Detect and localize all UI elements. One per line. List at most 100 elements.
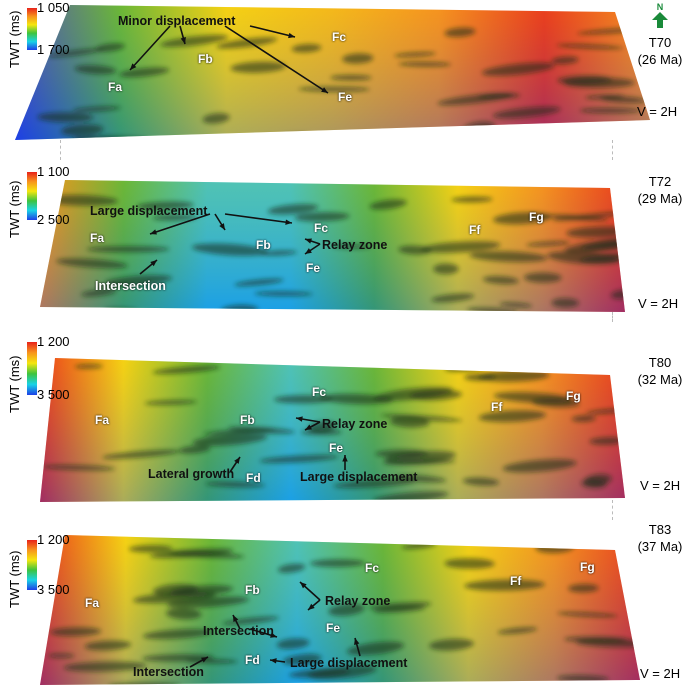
fault-trace — [568, 583, 599, 593]
fault-label: Fd — [245, 653, 260, 667]
fault-trace — [477, 93, 521, 99]
fault-trace — [260, 250, 298, 256]
annotation-arrow — [129, 25, 171, 71]
fault-label: Fe — [329, 441, 344, 455]
fault-trace — [61, 124, 104, 136]
fault-trace — [230, 61, 286, 73]
fault-trace — [368, 602, 432, 610]
fault-trace — [556, 44, 624, 50]
fault-trace — [250, 133, 311, 140]
guide-line — [612, 500, 613, 520]
fault-trace — [451, 196, 493, 203]
fault-trace — [373, 606, 426, 613]
fault-trace — [50, 627, 102, 637]
fault-trace — [380, 414, 463, 422]
fault-trace — [152, 214, 197, 221]
annotation-label: Relay zone — [325, 594, 391, 608]
fault-trace — [492, 106, 561, 119]
annotation-arrow — [224, 25, 329, 94]
fault-trace — [119, 67, 170, 78]
arrowhead — [234, 457, 240, 464]
colorbar — [27, 342, 37, 395]
arrowhead — [270, 658, 277, 664]
arrowhead — [305, 238, 312, 244]
surface-depth-shade — [15, 5, 650, 140]
horizon-label: T70 — [648, 35, 672, 50]
axis-label: TWT (ms) — [7, 10, 22, 68]
guide-line — [60, 140, 61, 160]
fault-label: Fg — [566, 389, 581, 403]
fault-trace — [291, 44, 322, 53]
guide-line — [612, 140, 613, 160]
fault-trace — [551, 298, 579, 308]
annotation-label: Intersection — [133, 665, 204, 679]
annotation-label: Lateral growth — [148, 467, 235, 481]
fault-trace — [192, 433, 268, 446]
annotation-label: Intersection — [203, 624, 274, 638]
fault-trace — [339, 134, 404, 140]
fault-trace — [202, 113, 230, 124]
fault-label: Fe — [326, 621, 341, 635]
fault-trace — [102, 449, 180, 459]
fault-trace — [431, 293, 475, 303]
fault-trace — [398, 61, 452, 67]
horizon-label: T83 — [648, 522, 672, 537]
colorbar-bottom-label: 3 500 — [37, 582, 70, 597]
fault-label: Fc — [314, 221, 329, 235]
fault-trace — [462, 477, 500, 486]
annotation-arrow — [224, 213, 293, 224]
fault-trace — [216, 37, 278, 49]
fault-trace — [482, 276, 519, 285]
fault-trace — [429, 638, 474, 651]
fault-trace — [547, 251, 621, 265]
fault-trace — [493, 392, 574, 404]
fault-trace — [119, 141, 184, 154]
arrowhead — [285, 219, 292, 225]
fault-trace — [444, 27, 476, 37]
age-label: (37 Ma) — [637, 539, 683, 554]
fault-trace — [152, 365, 221, 375]
fault-label: Fa — [95, 413, 110, 427]
fault-trace — [579, 107, 641, 114]
horizon-label: T80 — [648, 355, 672, 370]
fault-trace — [523, 272, 562, 283]
age-label: (32 Ma) — [637, 372, 683, 387]
fault-trace — [469, 251, 548, 263]
fault-trace — [499, 302, 533, 308]
fault-trace — [342, 53, 374, 64]
fault-label: Fd — [246, 471, 261, 485]
age-label: (26 Ma) — [637, 52, 683, 67]
horizon-label: T72 — [648, 174, 672, 189]
fault-trace — [72, 135, 150, 140]
fault-trace — [393, 52, 436, 58]
fault-trace — [63, 661, 147, 672]
annotation-arrow — [249, 25, 296, 38]
fault-trace — [502, 459, 577, 473]
fault-trace — [72, 106, 122, 112]
fault-label: Fa — [108, 80, 123, 94]
fault-trace — [518, 144, 547, 155]
fault-trace — [128, 545, 173, 553]
fault-label: Fg — [529, 210, 544, 224]
fault-trace — [551, 56, 579, 65]
colorbar-top-label: 1 200 — [37, 532, 70, 547]
annotation-label: Large displacement — [290, 656, 408, 670]
fault-trace — [86, 245, 170, 253]
fault-label: Fc — [312, 385, 327, 399]
annotation-label: Minor displacement — [118, 14, 236, 28]
fault-trace — [74, 364, 103, 369]
fault-trace — [319, 393, 394, 405]
arrowhead — [180, 37, 186, 44]
arrowhead — [305, 424, 312, 430]
axis-label: TWT (ms) — [7, 550, 22, 608]
fault-trace — [254, 291, 313, 297]
north-arrow-shape — [652, 12, 668, 28]
vertical-exaggeration-label: V = 2H — [638, 296, 679, 311]
fault-trace — [493, 129, 524, 140]
fault-trace — [48, 653, 75, 658]
fault-trace — [166, 596, 250, 608]
horizon-surface — [40, 358, 625, 502]
horizon-surface — [40, 535, 640, 685]
panel-t70: TWT (ms) 1 050 1 700 Fa Fb Fc Fe Minor displace… — [0, 0, 700, 160]
fault-trace — [283, 653, 322, 666]
